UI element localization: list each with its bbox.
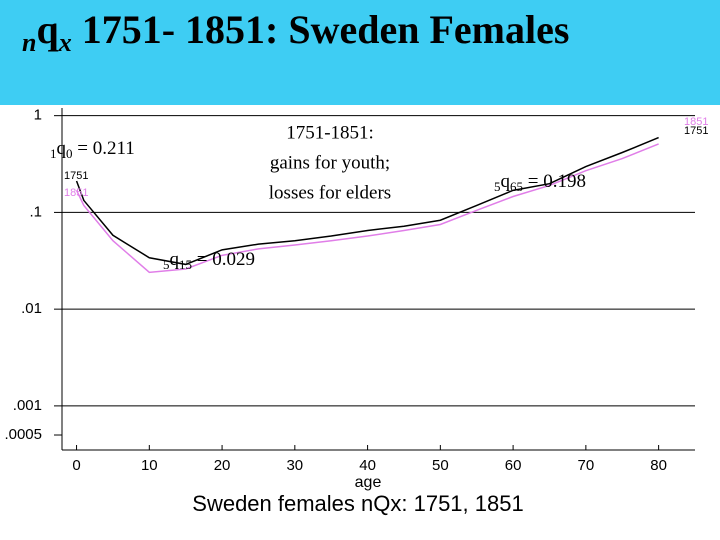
title-rest: 1751- 1851: Sweden Females: [71, 7, 570, 52]
x-tick-label: 20: [214, 457, 231, 474]
annotation-sub: 0: [66, 146, 73, 161]
legend-label: 1751: [684, 125, 708, 137]
series-line: [75, 143, 659, 274]
title-sub: x: [58, 28, 72, 57]
x-tick-label: 80: [650, 457, 667, 474]
note-line: losses for elders: [269, 182, 391, 203]
series-line: [75, 136, 659, 266]
x-tick-label: 0: [72, 457, 80, 474]
y-tick-label: .01: [21, 300, 42, 317]
annotation-pre: 5: [163, 257, 170, 272]
x-tick-label: 60: [505, 457, 522, 474]
annotation-sub: 15: [179, 257, 192, 272]
y-tick-label: 1: [34, 107, 42, 124]
banner: nqx 1751- 1851: Sweden Females: [0, 0, 720, 105]
annotation-pre: 1: [50, 146, 57, 161]
legend-label: 1751: [64, 170, 88, 182]
y-tick-label: .001: [13, 397, 42, 414]
annotation-text: = 0.198: [523, 171, 586, 192]
x-tick-label: 50: [432, 457, 449, 474]
slide-title: nqx 1751- 1851: Sweden Females: [22, 6, 569, 58]
note-line: 1751-1851:: [286, 122, 374, 143]
annotation-pre: 5: [494, 179, 501, 194]
y-tick-label: .0005: [4, 426, 42, 443]
title-prefix: n: [22, 28, 37, 57]
title-main: q: [36, 7, 59, 52]
annotation: 5q15 = 0.029: [163, 249, 255, 272]
y-tick-label: .1: [29, 203, 42, 220]
annotation-q: q: [57, 138, 67, 159]
annotation-q: q: [501, 171, 511, 192]
annotation-q: q: [170, 249, 180, 270]
annotation-sub: 65: [510, 179, 523, 194]
x-tick-label: 70: [578, 457, 595, 474]
chart-title: Sweden females nQx: 1751, 1851: [192, 491, 523, 516]
annotation: 5q65 = 0.198: [494, 171, 586, 194]
note-line: gains for youth;: [270, 152, 390, 173]
x-axis-label: age: [355, 474, 382, 491]
annotation-text: = 0.211: [73, 138, 135, 159]
x-tick-label: 30: [286, 457, 303, 474]
x-tick-label: 40: [359, 457, 376, 474]
legend-label: 1851: [64, 187, 88, 199]
annotation-text: = 0.029: [192, 249, 255, 270]
annotation: 1q0 = 0.211: [50, 138, 135, 161]
legend-label: 1851: [684, 116, 708, 128]
x-tick-label: 10: [141, 457, 158, 474]
